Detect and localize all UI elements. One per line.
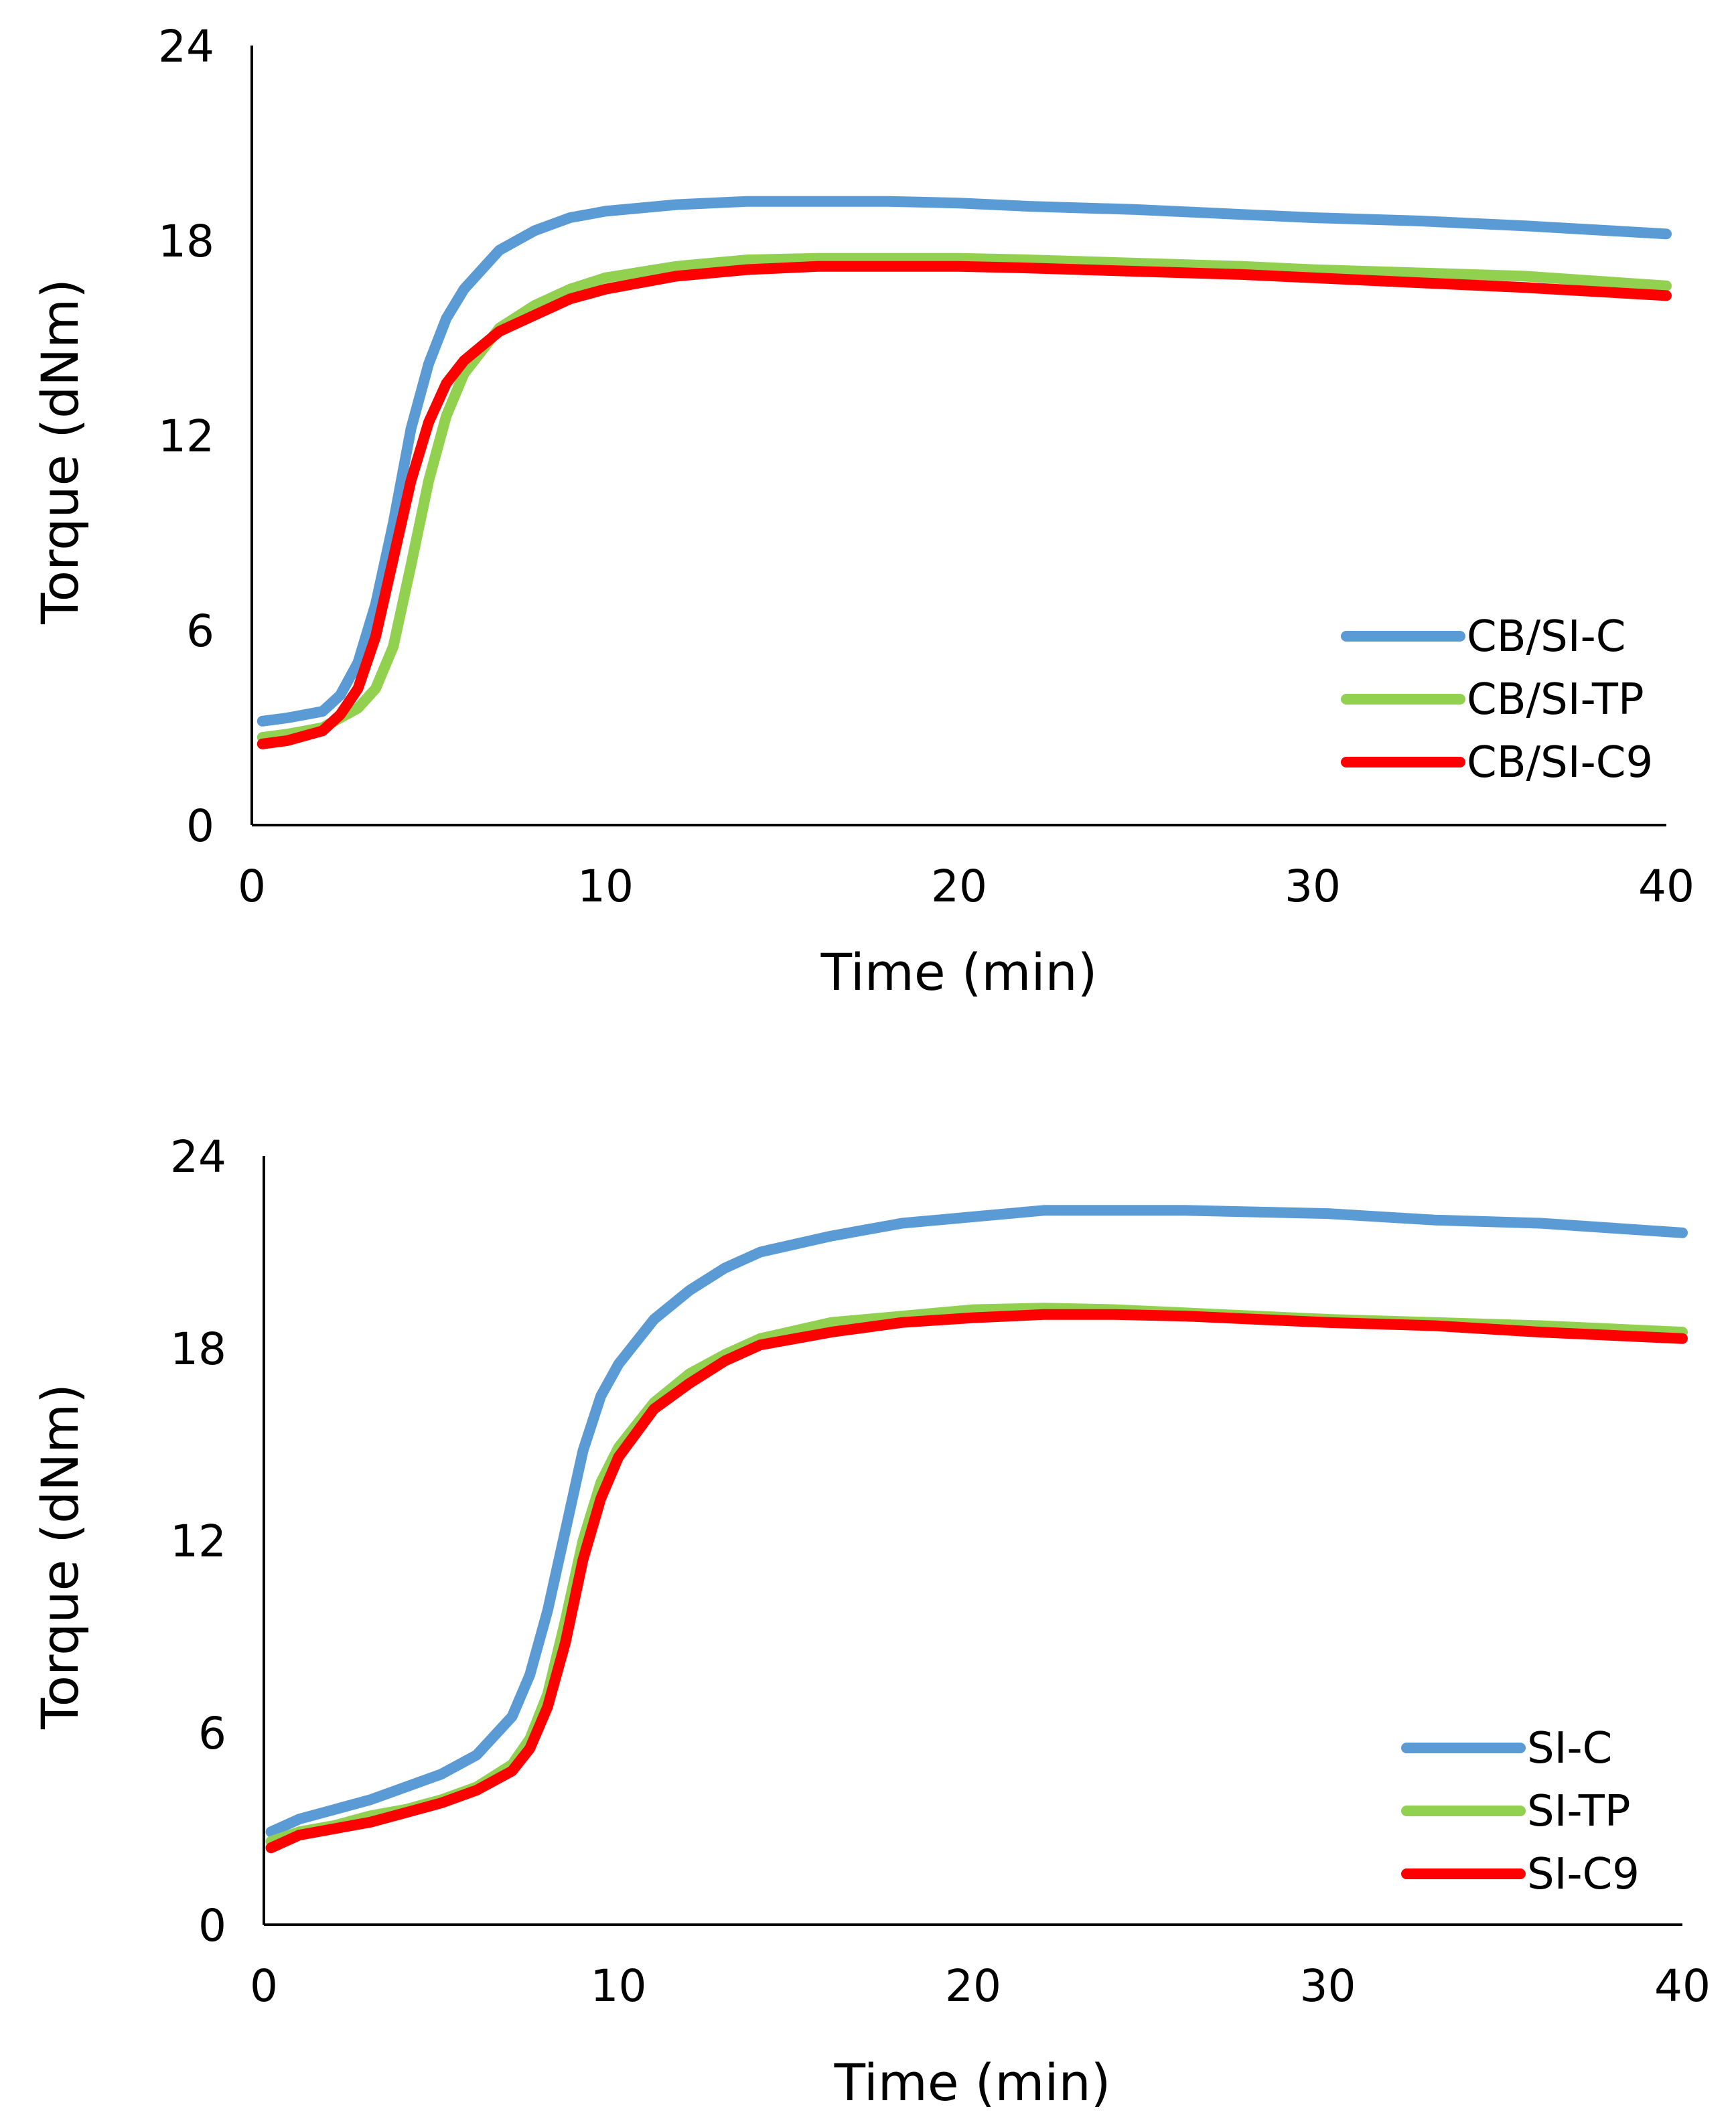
x-tick-label: 10 xyxy=(591,1960,647,2012)
chart-top: 0 6 12 18 24 0 10 20 30 40 Time (min) Torque (dNm) C… xyxy=(30,21,1694,1002)
y-tick-label: 0 xyxy=(198,1900,226,1952)
legend-label: CB/SI-C xyxy=(1467,612,1625,662)
y-tick-label: 12 xyxy=(170,1516,226,1567)
x-tick-label: 40 xyxy=(1654,1960,1711,2012)
y-axis-title: Torque (dNm) xyxy=(30,1384,90,1730)
x-tick-label: 0 xyxy=(250,1960,278,2012)
legend-label: CB/SI-TP xyxy=(1467,675,1644,725)
legend-label: SI-C9 xyxy=(1527,1850,1640,1899)
x-tick-label: 10 xyxy=(577,861,634,912)
legend-label: SI-C xyxy=(1527,1724,1612,1773)
y-tick-label: 18 xyxy=(158,216,214,267)
chart-bottom: 0 6 12 18 24 0 10 20 30 40 Time (min) Torque (dNm) S… xyxy=(30,1131,1711,2112)
series-line-cb-si-c xyxy=(257,196,1672,727)
x-tick-label: 40 xyxy=(1638,861,1694,912)
x-axis-title: Time (min) xyxy=(834,2053,1111,2112)
y-tick-label: 12 xyxy=(158,411,214,462)
series-line-si-c9 xyxy=(265,1309,1688,1854)
y-tick-label: 0 xyxy=(186,800,214,852)
y-tick-label: 6 xyxy=(186,605,214,657)
series-line-cb-si-tp xyxy=(257,252,1672,743)
x-tick-label: 30 xyxy=(1300,1960,1356,2012)
x-tick-label: 30 xyxy=(1285,861,1341,912)
series-line-si-tp xyxy=(265,1303,1688,1847)
x-axis-title: Time (min) xyxy=(820,942,1098,1002)
series-line-cb-si-c9 xyxy=(257,261,1672,749)
series-line-si-c xyxy=(265,1205,1688,1838)
x-tick-label: 20 xyxy=(945,1960,1001,2012)
x-tick-label: 0 xyxy=(238,861,266,912)
y-tick-label: 6 xyxy=(198,1708,226,1759)
y-tick-label: 18 xyxy=(170,1323,226,1375)
legend-label: SI-TP xyxy=(1527,1787,1630,1836)
y-tick-label: 24 xyxy=(170,1131,226,1183)
y-tick-label: 24 xyxy=(158,21,214,72)
legend-label: CB/SI-C9 xyxy=(1467,738,1653,788)
x-tick-label: 20 xyxy=(931,861,987,912)
y-axis-title: Torque (dNm) xyxy=(30,279,90,625)
